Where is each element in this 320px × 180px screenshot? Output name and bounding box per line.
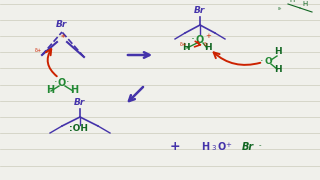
Text: 3: 3 <box>212 145 216 151</box>
Text: ·: · <box>260 56 263 66</box>
Text: H: H <box>182 43 190 52</box>
Text: δ+: δ+ <box>35 48 42 53</box>
Text: O: O <box>58 78 66 88</box>
Text: +: + <box>170 140 180 153</box>
Text: :OH: :OH <box>68 124 87 133</box>
Text: H: H <box>302 1 308 7</box>
Text: ε-: ε- <box>278 6 282 11</box>
Text: H: H <box>46 85 54 95</box>
Text: Br: Br <box>194 6 206 15</box>
Text: O: O <box>264 57 272 66</box>
Text: *: * <box>61 35 65 44</box>
Text: +: + <box>205 33 211 39</box>
Text: δ-: δ- <box>204 42 209 47</box>
Text: H: H <box>201 142 209 152</box>
Text: ·: · <box>191 33 195 46</box>
Text: Br: Br <box>74 98 86 107</box>
Text: H: H <box>289 0 295 3</box>
Text: -: - <box>259 142 261 148</box>
Text: H: H <box>204 43 212 52</box>
Text: ·: · <box>53 77 57 87</box>
Text: Br: Br <box>242 142 254 152</box>
Text: O: O <box>218 142 226 152</box>
Text: δ+: δ+ <box>180 42 187 47</box>
Text: H: H <box>274 47 282 56</box>
Text: H: H <box>274 65 282 74</box>
Text: H: H <box>70 85 78 95</box>
Text: ·: · <box>66 77 70 87</box>
Text: +: + <box>225 142 231 148</box>
Text: Br: Br <box>56 20 68 29</box>
Text: O: O <box>196 35 204 45</box>
